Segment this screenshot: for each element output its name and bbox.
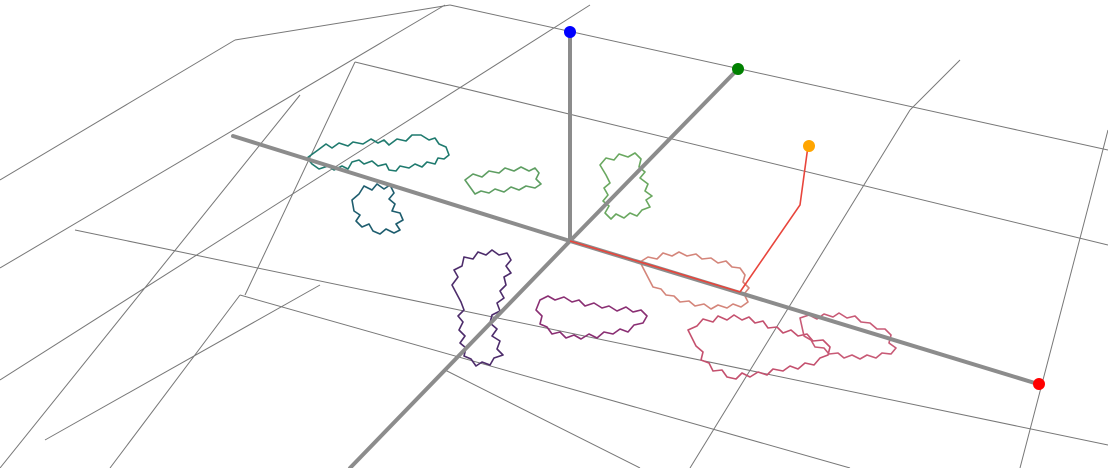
z-axis-positive [568, 67, 740, 243]
vector-projection-on-x [569, 240, 741, 293]
grid-line [0, 4, 591, 381]
grid-line [444, 369, 641, 468]
x-axis-end-marker[interactable] [1033, 378, 1045, 390]
grid-line [1089, 129, 1108, 201]
grid-line [244, 61, 356, 296]
fractal-segment-right-top [599, 152, 653, 220]
fractal-segment-lower-left [451, 249, 512, 367]
fractal-dragon-curve [306, 134, 897, 380]
fractal-segment-far-right [799, 312, 897, 360]
ground-grid [0, 4, 1108, 468]
grid-line [0, 39, 236, 181]
fractal-segment-upper-left [306, 134, 450, 172]
axes [231, 30, 1040, 468]
z-axis-end-marker[interactable] [732, 63, 744, 75]
fractal-segment-lower-middle [535, 295, 648, 340]
x-axis-negative [231, 134, 572, 243]
fractal-segment-right-middle [639, 251, 750, 310]
fractal-segment-lower-right [687, 314, 831, 380]
grid-line [909, 59, 961, 111]
grid-line [1019, 199, 1091, 468]
grid-line [0, 94, 301, 468]
grid-line [109, 294, 241, 468]
grid-line [44, 284, 321, 441]
vector-to-point [739, 145, 809, 293]
point-vector [569, 145, 809, 293]
y-axis-end-marker[interactable] [564, 26, 576, 38]
grid-line [74, 229, 1108, 446]
grid-line [234, 4, 451, 41]
grid-line [0, 4, 446, 269]
grid-line [689, 109, 911, 468]
grid-line [449, 4, 1108, 151]
fractal-segment-upper-middle [464, 166, 542, 195]
z-axis-negative [348, 239, 572, 468]
fractal-segment-left [351, 183, 404, 235]
grid-line [239, 294, 851, 468]
point-marker[interactable] [803, 140, 815, 152]
grid-line [354, 61, 1108, 246]
